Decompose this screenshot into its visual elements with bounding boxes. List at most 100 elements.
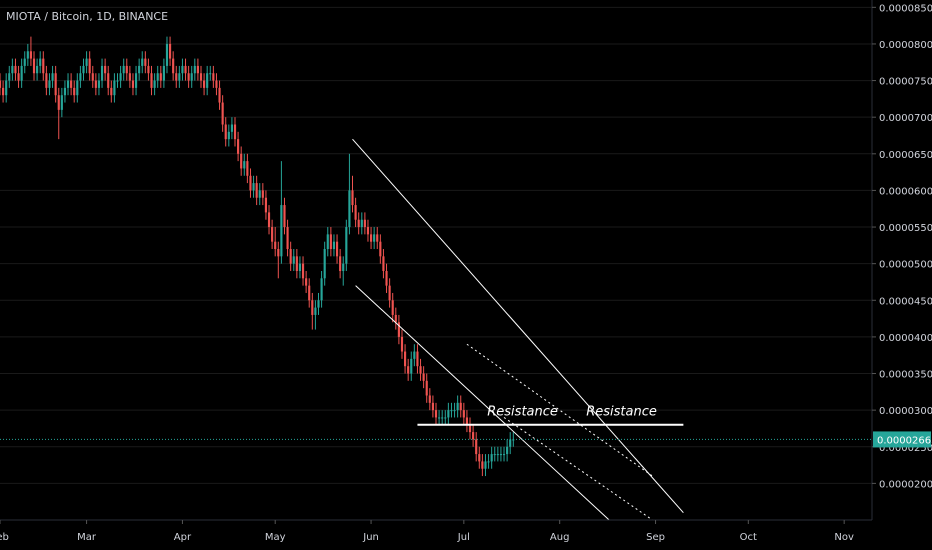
candle: [32, 51, 36, 81]
chart-title: MIOTA / Bitcoin, 1D, BINANCE: [6, 10, 169, 23]
candle: [407, 358, 410, 381]
candle: [317, 292, 320, 315]
candle: [447, 402, 450, 425]
candle: [175, 65, 178, 88]
x-tick-label: Feb: [0, 532, 9, 543]
candle: [428, 388, 431, 411]
candle: [419, 358, 422, 381]
candle: [66, 73, 70, 96]
candle: [335, 234, 339, 264]
candle: [345, 219, 348, 271]
candle: [301, 256, 305, 286]
candle: [51, 65, 54, 88]
x-tick-label: Mar: [77, 532, 97, 543]
candle: [394, 307, 397, 330]
candle: [199, 65, 203, 88]
candle: [230, 117, 233, 140]
drawings-layer: [0, 138, 872, 521]
candle: [422, 366, 425, 389]
candle: [144, 51, 147, 74]
x-tick-label: Nov: [834, 532, 854, 543]
candle: [76, 73, 79, 103]
annotations-layer: Resistance Resistance: [487, 404, 657, 419]
candle: [91, 65, 94, 88]
candle: [308, 278, 311, 308]
trend-line: [355, 285, 610, 521]
candle: [363, 212, 366, 235]
candle: [212, 65, 215, 88]
candle: [354, 197, 357, 228]
candle: [366, 219, 370, 242]
candle: [289, 241, 292, 271]
candle: [97, 73, 101, 96]
candle: [283, 197, 286, 235]
candle: [153, 73, 156, 96]
candle: [128, 65, 131, 88]
candle: [478, 446, 481, 469]
x-tick-label: Aug: [550, 532, 570, 543]
candle: [472, 424, 475, 447]
candle: [54, 65, 57, 103]
candle: [131, 73, 135, 96]
candle: [329, 227, 332, 257]
candle: [172, 51, 175, 81]
candle: [416, 344, 419, 374]
candle: [141, 51, 144, 74]
candle: [168, 36, 172, 66]
candle: [339, 249, 342, 279]
candle: [122, 58, 125, 81]
candle: [233, 117, 237, 147]
candle: [159, 65, 162, 88]
candle: [385, 263, 388, 293]
candle: [468, 417, 472, 440]
candle: [465, 410, 469, 433]
candle: [342, 256, 345, 286]
candle: [388, 278, 391, 308]
resistance-label: Resistance: [586, 404, 657, 419]
candle: [413, 344, 416, 367]
candle: [240, 146, 243, 176]
candle: [20, 58, 23, 88]
candle: [209, 65, 212, 81]
candle: [490, 446, 493, 469]
candle: [57, 87, 60, 140]
candle: [218, 80, 221, 110]
x-tick-label: Jul: [457, 532, 470, 543]
candle: [459, 395, 462, 418]
candle: [110, 80, 113, 103]
candle: [357, 212, 360, 235]
candle: [246, 153, 249, 184]
candle: [267, 205, 271, 235]
candle: [17, 65, 20, 88]
last-price-badge: [873, 431, 931, 448]
x-tick-label: Oct: [740, 532, 757, 543]
candle: [314, 300, 317, 330]
trend-line: [503, 417, 653, 521]
candle: [305, 270, 308, 293]
candle: [369, 227, 373, 250]
candle: [79, 65, 82, 88]
candle: [382, 249, 385, 279]
candle: [104, 58, 107, 81]
candle: [298, 256, 302, 279]
candle: [39, 51, 42, 74]
x-tick-label: Apr: [174, 532, 192, 543]
candle: [326, 227, 329, 257]
candle: [255, 175, 258, 206]
candle: [453, 402, 456, 418]
candle: [215, 73, 218, 96]
candle: [42, 51, 45, 81]
candle: [456, 395, 459, 418]
candle: [60, 87, 63, 118]
candle: [0, 73, 2, 96]
candle: [277, 241, 280, 279]
candle: [181, 58, 184, 81]
